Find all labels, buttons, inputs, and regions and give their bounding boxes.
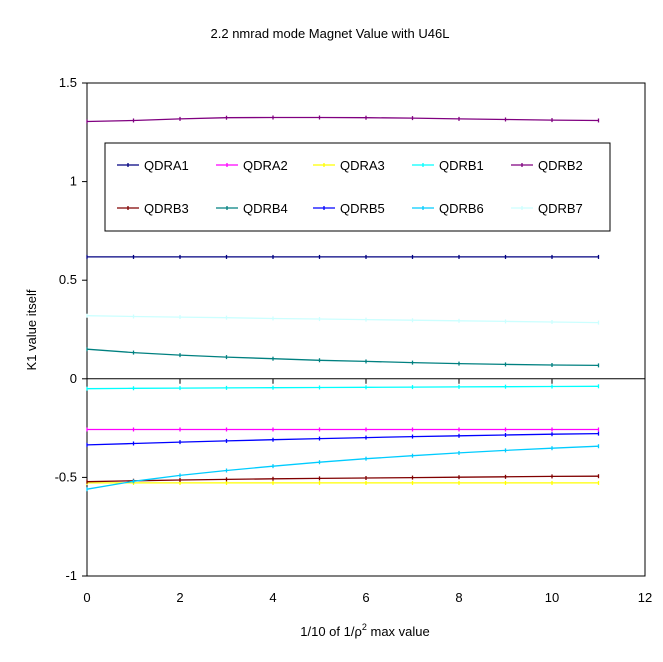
legend-item: QDRB1 — [412, 158, 484, 173]
chart-title: 2.2 nmrad mode Magnet Value with U46L — [211, 26, 450, 41]
legend-label: QDRB7 — [538, 201, 583, 216]
x-axis-label-superscript: 2 — [362, 622, 367, 632]
x-tick-label: 12 — [638, 590, 652, 605]
y-tick-label: 1 — [70, 174, 77, 189]
legend-label: QDRA2 — [243, 158, 288, 173]
plot-frame — [86, 82, 646, 577]
legend-item: QDRB3 — [117, 201, 189, 216]
y-tick-label: 1.5 — [59, 75, 77, 90]
legend-label: QDRA3 — [340, 158, 385, 173]
x-tick-label: 6 — [362, 590, 369, 605]
series-line-qdrb7 — [86, 315, 599, 324]
y-tick-label: 0.5 — [59, 272, 77, 287]
x-axis-label: 1/10 of 1/ρ2 max value — [300, 622, 430, 639]
legend-label: QDRB6 — [439, 201, 484, 216]
y-tick-label: -0.5 — [55, 469, 77, 484]
series-line-qdrb1 — [86, 385, 599, 390]
legend-item: QDRA2 — [216, 158, 288, 173]
x-tick-label: 8 — [455, 590, 462, 605]
legend-item: QDRB4 — [216, 201, 288, 216]
series-line-qdrb6 — [86, 445, 599, 490]
series-line-qdrb4 — [86, 348, 599, 367]
x-axis-label-suffix: max value — [367, 624, 430, 639]
x-tick-label: 4 — [269, 590, 276, 605]
x-axis-label-main: 1/10 of 1/ρ — [300, 624, 362, 639]
legend-item: QDRA3 — [313, 158, 385, 173]
legend: QDRA1 QDRA2 QDRA3 QDRB1 QDRB2 QDRB3 QDRB4 QDRB5… — [104, 142, 611, 232]
legend-item: QDRB7 — [511, 201, 583, 216]
legend-label: QDRB1 — [439, 158, 484, 173]
legend-label: QDRB2 — [538, 158, 583, 173]
y-axis-label: K1 value itself — [24, 289, 39, 370]
legend-item: QDRB5 — [313, 201, 385, 216]
x-tick-label: 0 — [83, 590, 90, 605]
series-line-qdrb3 — [86, 475, 599, 483]
legend-item: QDRB6 — [412, 201, 484, 216]
legend-box — [104, 142, 611, 232]
y-tick-label: -1 — [65, 568, 77, 583]
series-line-qdrb5 — [86, 432, 599, 446]
legend-item: QDRA1 — [117, 158, 189, 173]
y-tick-label: 0 — [70, 371, 77, 386]
legend-label: QDRA1 — [144, 158, 189, 173]
legend-label: QDRB3 — [144, 201, 189, 216]
x-tick-label: 10 — [545, 590, 559, 605]
series-line-qdrb2 — [86, 116, 599, 123]
x-tick-label: 2 — [176, 590, 183, 605]
legend-item: QDRB2 — [511, 158, 583, 173]
legend-label: QDRB4 — [243, 201, 288, 216]
legend-label: QDRB5 — [340, 201, 385, 216]
